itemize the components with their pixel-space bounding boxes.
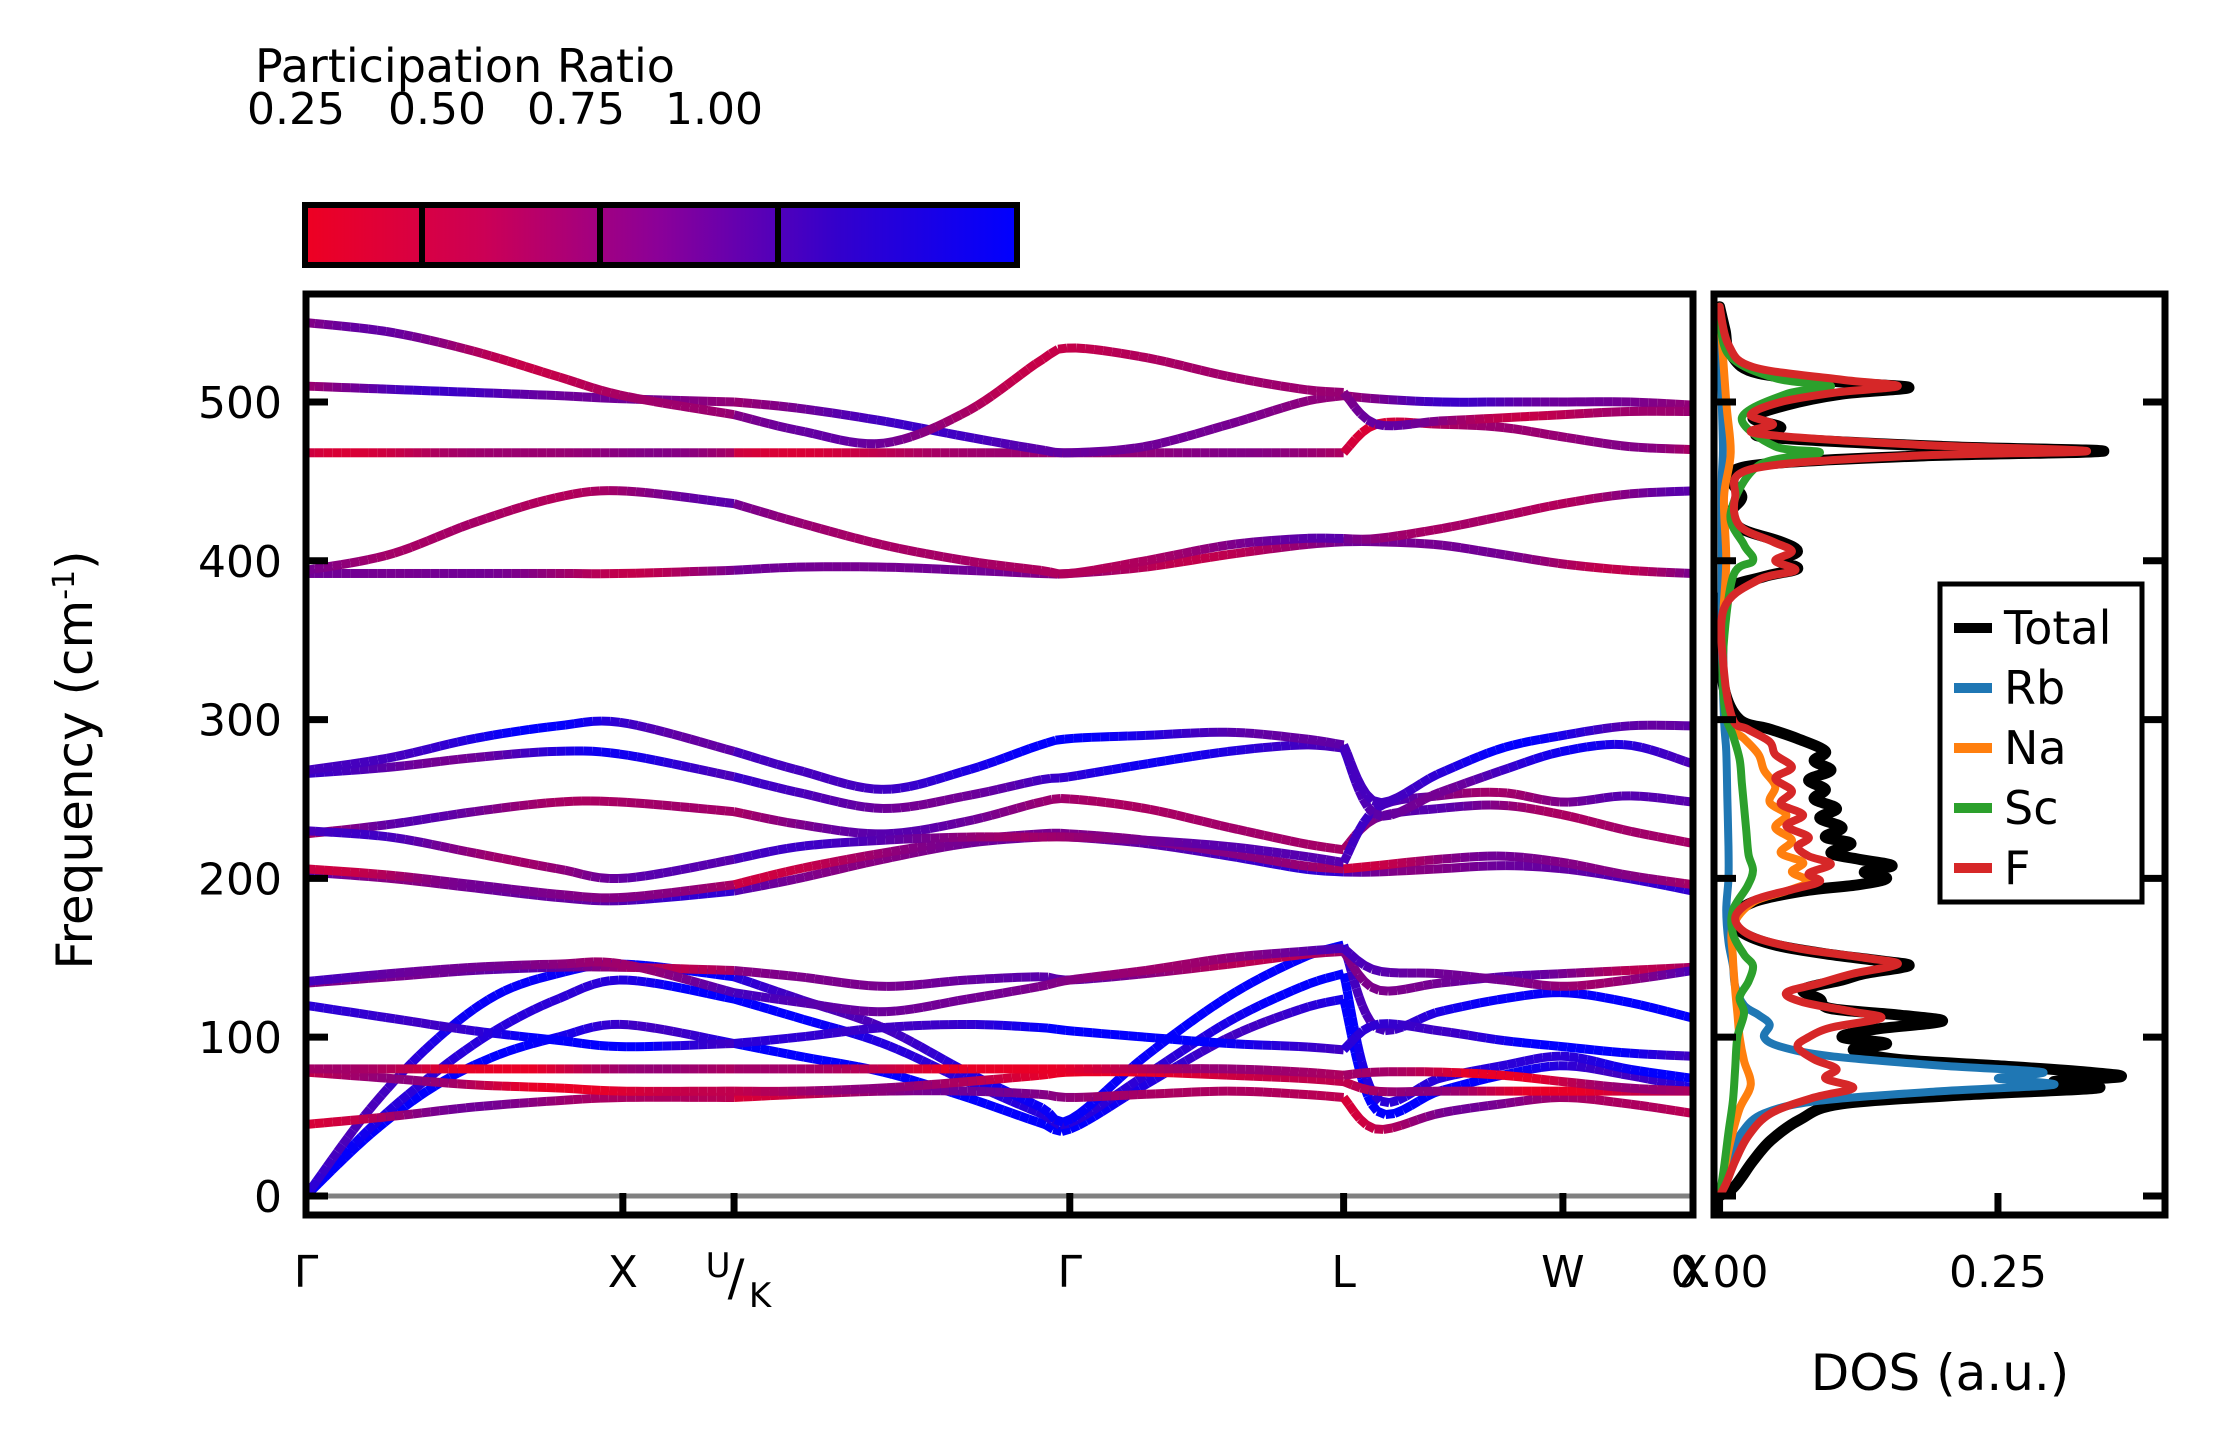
y-axis-title-close: ) bbox=[46, 550, 104, 570]
band-xtick-label-1: X bbox=[608, 1247, 638, 1298]
colorbar-tick-1: 0.50 bbox=[388, 84, 486, 135]
dos-axis-ticks bbox=[1714, 398, 2165, 1215]
band-axis-ticks bbox=[302, 398, 1697, 1215]
legend-label-rb: Rb bbox=[2004, 661, 2065, 715]
dos-panel-frame bbox=[1710, 290, 2169, 1219]
participation-ratio-colorbar: Participation Ratio 0.25 0.50 0.75 1.00 bbox=[247, 39, 1020, 268]
dos-xtick-label-0: 0.00 bbox=[1671, 1247, 1769, 1298]
band-ytick-labels: 0 100 200 300 400 500 bbox=[198, 378, 282, 1223]
legend-label-sc: Sc bbox=[2004, 781, 2059, 835]
colorbar-tick-2: 0.75 bbox=[527, 84, 625, 135]
legend-label-total: Total bbox=[2003, 601, 2111, 655]
dos-legend: Total Rb Na Sc F bbox=[1937, 581, 2145, 905]
band-ytick-label-300: 300 bbox=[198, 696, 282, 747]
dos-curve-sc bbox=[1715, 302, 1835, 1200]
colorbar-tick-0: 0.25 bbox=[247, 84, 345, 135]
band-xtick-label-uk: U/K bbox=[706, 1246, 773, 1316]
dos-axis-title: DOS (a.u.) bbox=[1811, 1344, 2070, 1402]
phonon-band-curves bbox=[306, 318, 1693, 1200]
band-xtick-label-6: X bbox=[1678, 1247, 1708, 1298]
band-ytick-label-400: 400 bbox=[198, 537, 282, 588]
y-axis-title-text: Frequency (cm-1) bbox=[46, 550, 104, 969]
band-panel-frame bbox=[302, 290, 1697, 1219]
y-axis-title-main: Frequency (cm bbox=[46, 600, 104, 970]
legend-label-na: Na bbox=[2004, 721, 2067, 775]
band-xtick-label-5: W bbox=[1541, 1247, 1585, 1298]
band-xtick-label-3: Γ bbox=[1058, 1247, 1083, 1298]
band-ytick-label-500: 500 bbox=[198, 378, 282, 429]
colorbar-tick-3: 1.00 bbox=[665, 84, 763, 135]
band-ytick-label-0: 0 bbox=[254, 1172, 282, 1223]
dos-curve-f bbox=[1715, 302, 2092, 1200]
band-ytick-label-100: 100 bbox=[198, 1013, 282, 1064]
band-xtick-label-4: L bbox=[1331, 1247, 1356, 1298]
band-ytick-label-200: 200 bbox=[198, 854, 282, 905]
xtick-label-k: K bbox=[749, 1276, 773, 1316]
dos-xtick-label-1: 0.25 bbox=[1949, 1247, 2047, 1298]
colorbar-gradient bbox=[302, 202, 1020, 268]
xtick-label-u: U bbox=[706, 1246, 731, 1286]
band-xtick-label-0: Γ bbox=[294, 1247, 319, 1298]
dos-curves bbox=[1714, 301, 2127, 1202]
y-axis-title-exponent: -1 bbox=[47, 570, 82, 600]
y-axis-title: Frequency (cm-1) bbox=[46, 550, 104, 969]
dos-xtick-labels: 0.00 0.25 bbox=[1671, 1247, 2047, 1298]
legend-label-f: F bbox=[2004, 841, 2030, 895]
band-xtick-labels: Γ X U/K Γ L W X bbox=[294, 1246, 1708, 1316]
band-structure-panel: 0 100 200 300 400 500 Γ X U/K Γ L W X Frequency (cm… bbox=[46, 290, 1708, 1316]
colorbar-title: Participation Ratio bbox=[255, 39, 675, 93]
dos-panel: 0.00 0.25 DOS (a.u.) Total Rb Na Sc F bbox=[1671, 290, 2169, 1402]
xtick-label-slash: / bbox=[728, 1249, 745, 1307]
